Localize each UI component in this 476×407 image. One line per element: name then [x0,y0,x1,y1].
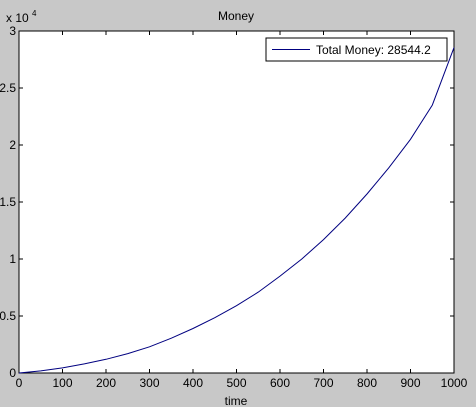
y-tick-label: 3 [9,24,16,38]
x-tick-label: 1000 [441,376,468,390]
x-tick-label: 800 [357,376,377,390]
y-tick-label: 0 [9,366,16,380]
y-axis: 0 0.5 1 1.5 2 2.5 3 [0,24,454,380]
series-layer [18,47,455,374]
x-tick-label: 600 [270,376,290,390]
x-axis-title: time [225,394,248,407]
y-scale-exponent: 4 [32,9,37,18]
plot-area [18,30,455,374]
legend: Total Money: 28544.2 [265,37,448,62]
x-tick-label: 500 [226,376,246,390]
x-tick-label: 100 [52,376,72,390]
x-tick-label: 300 [139,376,159,390]
x-tick-label: 0 [16,376,23,390]
legend-box [265,37,448,62]
x-tick-label: 200 [96,376,116,390]
y-tick-label: 0.5 [0,309,16,323]
y-scale-base: x 10 [6,11,29,25]
x-tick-label: 900 [400,376,420,390]
x-tick-label: 400 [183,376,203,390]
y-tick-label: 1 [9,252,16,266]
x-tick-label: 700 [313,376,333,390]
chart-title: Money [218,9,254,23]
y-tick-label: 2 [9,138,16,152]
x-axis: 0 100 200 300 400 500 600 700 800 900 1000 [16,31,468,390]
legend-label: Total Money: 28544.2 [316,43,431,57]
y-scale-label: x 10 4 [6,9,37,25]
y-tick-label: 1.5 [0,195,16,209]
y-tick-label: 2.5 [0,81,16,95]
series-line-total-money [18,47,455,374]
